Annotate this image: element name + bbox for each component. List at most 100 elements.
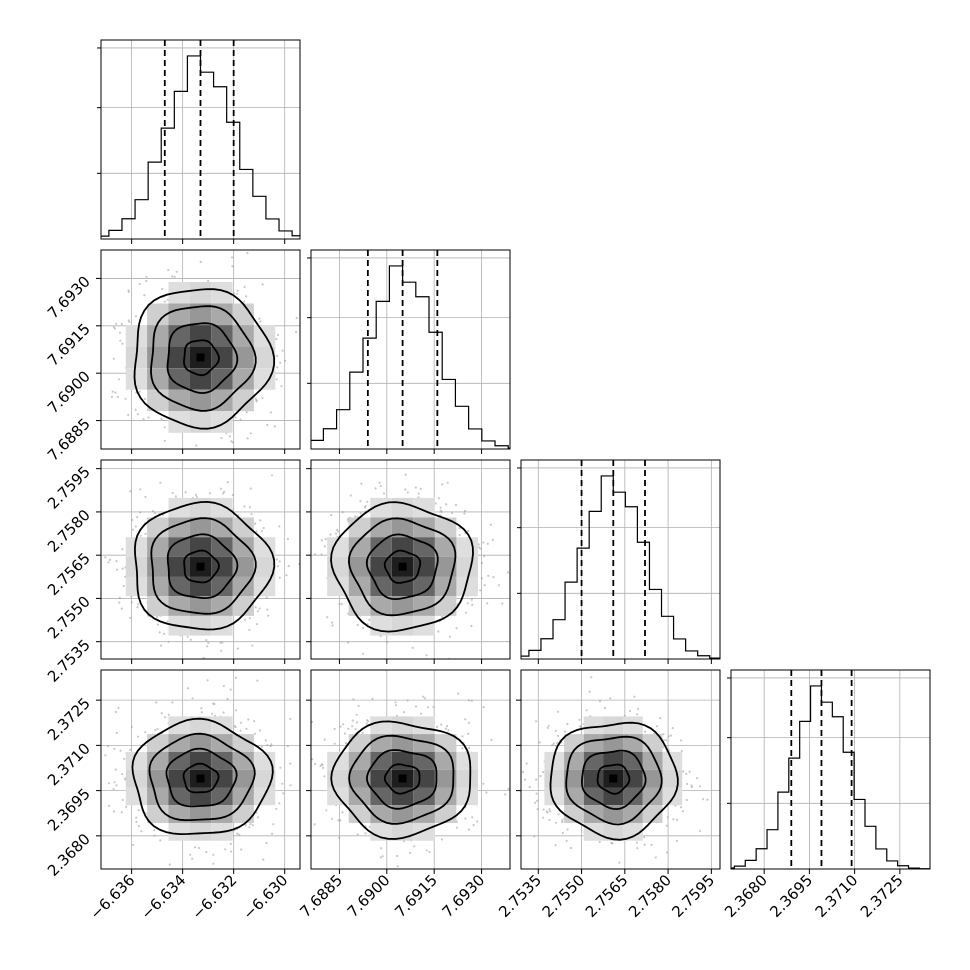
scatter-point — [245, 411, 248, 414]
scatter-point — [356, 623, 359, 627]
scatter-point — [482, 541, 485, 544]
scatter-point — [699, 830, 702, 833]
scatter-point — [265, 596, 268, 599]
density-cell — [125, 751, 148, 770]
scatter-point — [127, 319, 130, 322]
scatter-point — [255, 399, 258, 402]
panel-content — [101, 250, 300, 449]
density-cell — [211, 596, 233, 616]
scatter-point — [231, 265, 234, 268]
scatter-point — [118, 601, 121, 604]
scatter-point — [285, 574, 288, 577]
scatter-point — [115, 322, 118, 325]
density-cell — [211, 368, 233, 390]
density-cell — [348, 734, 371, 752]
scatter-point — [406, 491, 409, 494]
scatter-point — [246, 252, 249, 255]
scatter-point — [235, 709, 238, 712]
scatter-point — [167, 640, 170, 643]
scatter-point — [468, 746, 471, 750]
contour-2 — [150, 305, 257, 412]
scatter-point — [251, 824, 254, 827]
density-cell — [456, 751, 478, 770]
density-cell — [189, 411, 212, 433]
scatter-point — [219, 487, 222, 490]
scatter-point — [110, 395, 113, 398]
scatter-point — [420, 712, 423, 715]
scatter-point — [262, 526, 265, 530]
scatter-point — [492, 576, 495, 579]
density-cell — [434, 787, 457, 806]
density-cell — [413, 751, 435, 770]
scatter-point — [116, 395, 119, 398]
scatter-point — [167, 268, 170, 272]
scatter-point — [186, 687, 190, 690]
scatter-point — [402, 711, 406, 714]
scatter-point — [414, 705, 418, 708]
density-cell — [583, 734, 604, 752]
density-cell — [434, 769, 457, 788]
scatter-point — [654, 856, 657, 859]
scatter-point — [554, 744, 557, 748]
scatter-point — [114, 710, 117, 714]
scatter-point — [451, 511, 454, 515]
scatter-point — [378, 481, 381, 484]
scatter-point — [667, 735, 670, 738]
scatter-point — [256, 610, 259, 613]
scatter-point — [470, 598, 473, 601]
scatter-point — [686, 782, 689, 786]
scatter-point — [333, 727, 336, 731]
contour-2 — [150, 517, 257, 615]
density-cell — [391, 615, 414, 636]
scatter-point — [130, 725, 133, 728]
scatter-point — [334, 532, 338, 535]
density-cell — [603, 822, 624, 841]
density-cell — [168, 734, 190, 752]
panel-content — [101, 460, 300, 659]
scatter-point — [276, 366, 279, 369]
density-cell — [583, 787, 604, 806]
y-tick-label: 7.6900 — [44, 367, 94, 417]
density-cell — [189, 596, 212, 616]
density-cell — [434, 734, 457, 752]
density-cell — [211, 411, 233, 433]
scatter-point — [295, 316, 298, 320]
panel-2-1 — [306, 459, 511, 664]
contour-2 — [347, 517, 457, 617]
scatter-point — [386, 641, 389, 644]
scatter-point — [480, 562, 483, 565]
scatter-point — [214, 714, 217, 717]
density-cell — [125, 769, 148, 788]
scatter-point — [414, 486, 417, 489]
scatter-point — [538, 741, 541, 744]
scatter-point — [254, 397, 257, 400]
scatter-point — [236, 292, 239, 295]
scatter-point — [313, 823, 316, 826]
panel-frame — [520, 459, 721, 660]
density-cell — [564, 769, 584, 788]
scatter-point — [163, 426, 166, 429]
scatter-point — [286, 537, 289, 541]
scatter-point — [193, 846, 196, 849]
scatter-point — [331, 624, 334, 627]
scatter-point — [134, 525, 137, 528]
scatter-point — [466, 602, 469, 605]
x-tick-label: −6.634 — [137, 871, 189, 923]
x-tick-label: 7.6900 — [344, 871, 394, 921]
density-cell — [189, 734, 212, 752]
density-cell — [348, 805, 371, 823]
scatter-point — [266, 423, 269, 427]
scatter-point — [245, 295, 248, 298]
scatter-point — [118, 596, 121, 599]
scatter-point — [262, 858, 265, 861]
scatter-point — [650, 843, 653, 846]
density-peak — [398, 774, 407, 783]
scatter-point — [124, 397, 127, 400]
scatter-point — [147, 416, 150, 419]
scatter-point — [278, 802, 281, 805]
scatter-point — [136, 413, 139, 416]
scatter-point — [154, 729, 157, 732]
x-tick-label: 2.7565 — [582, 871, 632, 921]
scatter-point — [556, 741, 559, 745]
